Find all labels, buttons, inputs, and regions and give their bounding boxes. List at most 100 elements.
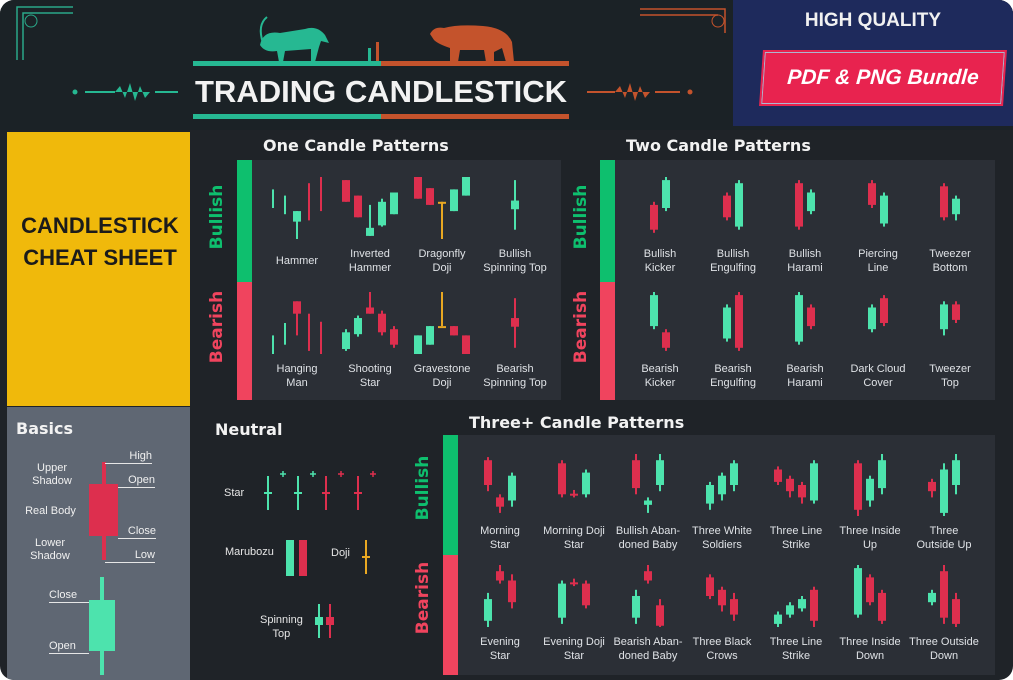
candle-body — [496, 571, 504, 581]
pattern-label: Morning Doji Star — [538, 524, 610, 552]
open-label: Open — [118, 474, 155, 488]
candles-drawing — [940, 301, 960, 336]
candle-wick — [320, 177, 322, 212]
pdf-png-bundle-button[interactable]: PDF & PNG Bundle — [759, 50, 1007, 106]
bullish-pattern: Bullish Kicker — [624, 175, 696, 275]
cheat-sheet-title: CANDLESTICK CHEAT SHEET — [10, 210, 190, 274]
candles-drawing — [558, 460, 590, 498]
candle-body — [786, 605, 794, 615]
candles-drawing — [632, 454, 664, 513]
pattern-label-line: doned Baby — [618, 539, 678, 551]
bullish-label: Bullish — [207, 184, 227, 250]
two-candle-panel — [614, 160, 995, 400]
pattern-label-line: Star — [489, 650, 511, 662]
three-candle-title: Three+ Candle Patterns — [469, 413, 685, 432]
upper-shadow-label: Upper Shadow — [22, 462, 82, 488]
candle-body — [807, 307, 815, 327]
pattern-label: Bearish Harami — [769, 362, 841, 390]
candle-body — [582, 472, 590, 495]
label-line: Spinning — [260, 614, 303, 626]
pattern-label: Piercing Line — [842, 247, 914, 275]
pattern-label: Bearish Aban-doned Baby — [612, 635, 684, 663]
candles-drawing — [723, 292, 743, 351]
candle-body — [438, 326, 446, 329]
bullish-bar — [237, 160, 252, 282]
bullish-label: Bullish — [413, 455, 433, 521]
cheat-sheet-title-block — [7, 132, 190, 406]
pattern-label-line: Down — [929, 650, 959, 662]
bullish-pattern: Bullish Aban-doned Baby — [612, 452, 684, 552]
candle-body — [366, 307, 374, 314]
candles-drawing — [414, 292, 470, 354]
pattern-label-line: Doji — [432, 262, 452, 274]
bearish-pattern: Three Outside Down — [908, 563, 980, 663]
candle-body — [940, 571, 948, 618]
pattern-label: Bullish Engulfing — [697, 247, 769, 275]
header-bar-green — [193, 61, 381, 66]
label-line: Shadow — [30, 550, 70, 562]
candle-wick — [647, 497, 649, 513]
candles-drawing — [774, 586, 818, 627]
candle-body — [632, 460, 640, 489]
star-body — [322, 492, 330, 494]
bullish-pattern: Three Outside Up — [908, 452, 980, 552]
bearish-pattern: Bearish Spinning Top — [479, 290, 551, 390]
bullish-pattern: Bullish Engulfing — [697, 175, 769, 275]
pattern-label: Three Inside Down — [834, 635, 906, 663]
candle-body — [644, 571, 652, 581]
pattern-label: Three Outside Up — [908, 524, 980, 552]
cheat-title-line1: CANDLESTICK — [21, 213, 179, 238]
label-line: Shadow — [32, 475, 72, 487]
bearish-pattern: Bearish Harami — [769, 290, 841, 390]
candle-body — [438, 201, 446, 204]
candles-drawing — [650, 177, 670, 233]
pattern-label-line: Hanging — [276, 363, 318, 375]
candle-body — [462, 335, 470, 354]
candle-wick — [369, 292, 371, 314]
pattern-label-line: Star — [563, 650, 585, 662]
bearish-pattern: Three Inside Down — [834, 563, 906, 663]
pattern-label-line: Star — [359, 377, 381, 389]
pattern-label: Gravestone Doji — [406, 362, 478, 390]
pattern-label-line: Soldiers — [702, 539, 742, 551]
pattern-label: Hanging Man — [261, 362, 333, 390]
bullish-pattern: Morning Doji Star — [538, 452, 610, 552]
candle-body — [342, 332, 350, 350]
candle-body — [868, 183, 876, 205]
candle-wick — [369, 204, 371, 236]
candle-body — [718, 475, 726, 495]
candle-body — [390, 329, 398, 345]
candle-wick — [272, 189, 274, 208]
pattern-label: Evening Star — [464, 635, 536, 663]
bullish-pattern: Three Line Strike — [760, 452, 832, 552]
bearish-bar — [237, 282, 252, 400]
candle-body — [810, 463, 818, 501]
candle-body — [354, 195, 362, 218]
bearish-bar — [443, 555, 458, 675]
marubozu-pattern — [286, 540, 307, 576]
pattern-label: Evening Doji Star — [538, 635, 610, 663]
candle-body — [723, 307, 731, 339]
pattern-label-line: Dark Cloud — [850, 363, 906, 375]
pattern-label: Bullish Kicker — [624, 247, 696, 275]
pattern-label-line: Top — [941, 377, 959, 389]
pattern-label-line: Harami — [787, 262, 823, 274]
bullish-pattern: Three Inside Up — [834, 452, 906, 552]
pattern-label: Dragonfly Doji — [406, 247, 478, 275]
candle-body — [774, 469, 782, 482]
two-candle-title: Two Candle Patterns — [626, 136, 811, 155]
bearish-pattern: Bearish Aban-doned Baby — [612, 563, 684, 663]
bearish-pattern: Dark Cloud Cover — [842, 290, 914, 390]
basics-title: Basics — [16, 419, 74, 438]
wave-ornament-icon — [72, 83, 178, 101]
candles-drawing — [854, 454, 886, 516]
promo-banner[interactable]: HIGH QUALITY PDF & PNG Bundle — [733, 0, 1013, 126]
candles-drawing — [928, 565, 960, 627]
candle-wick — [296, 301, 298, 336]
pattern-label: Three Inside Up — [834, 524, 906, 552]
candles-drawing — [272, 177, 322, 239]
candle-wick — [308, 183, 310, 221]
neutral-title: Neutral — [215, 420, 283, 439]
pattern-label-line: Bullish — [716, 248, 750, 260]
candle-body — [378, 313, 386, 333]
